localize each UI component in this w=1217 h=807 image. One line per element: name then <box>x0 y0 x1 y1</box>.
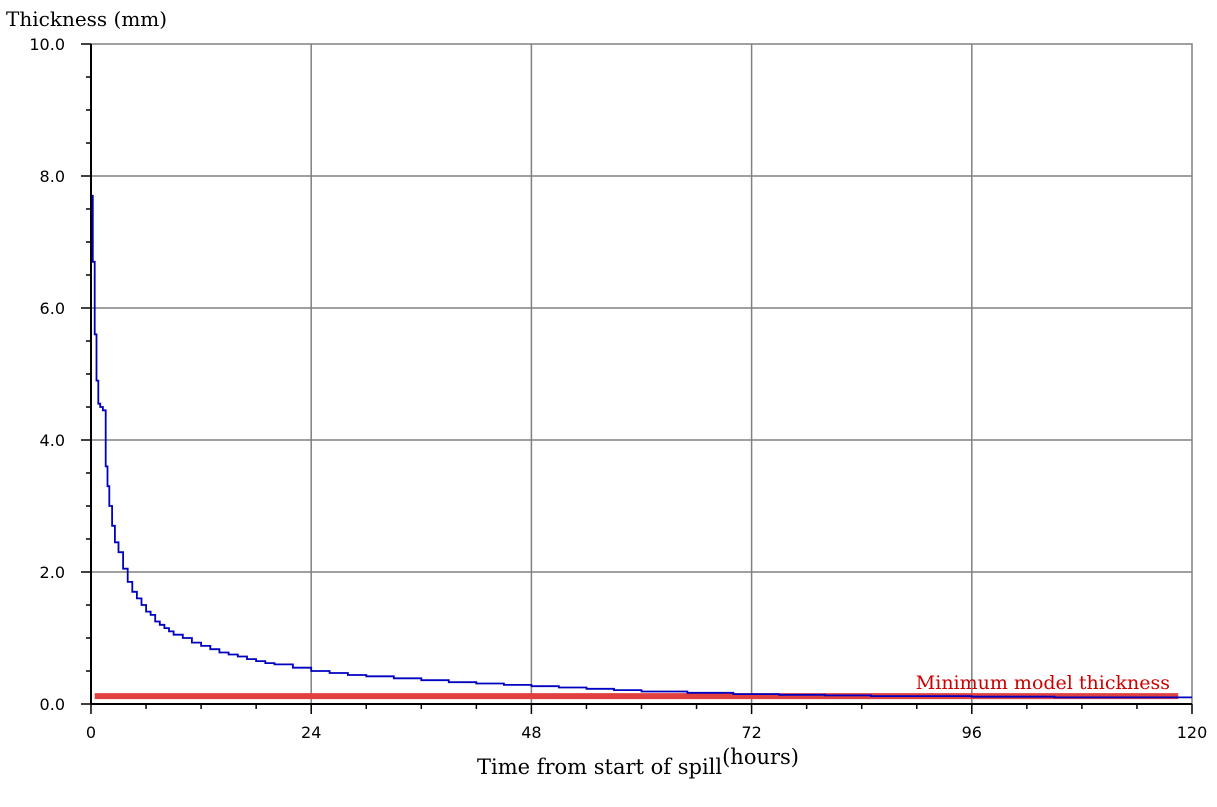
y-tick-label: 0.0 <box>40 695 65 714</box>
series-group <box>91 194 1192 699</box>
x-axis-label-group: Time from start of spill(hours) <box>477 745 799 779</box>
y-tick-label: 6.0 <box>40 299 65 318</box>
x-tick-label: 120 <box>1177 723 1208 742</box>
plot-frame <box>90 43 1193 705</box>
grid-lines <box>90 43 1193 705</box>
y-axis-label: Thickness (mm) <box>6 7 167 31</box>
x-tick-label: 0 <box>86 723 96 742</box>
x-axis-unit: (hours) <box>722 745 799 769</box>
x-tick-label: 72 <box>741 723 761 742</box>
x-tick-label: 96 <box>962 723 982 742</box>
axes: 0 24 48 72 96 120 0.0 2.0 4.0 6.0 8.0 10.0 <box>29 35 1207 742</box>
x-axis-label: Time from start of spill <box>477 755 722 779</box>
y-tick-label: 2.0 <box>40 563 65 582</box>
y-tick-label: 10.0 <box>29 35 65 54</box>
y-tick-label: 8.0 <box>40 167 65 186</box>
minimum-model-thickness-label: Minimum model thickness <box>916 672 1170 694</box>
thickness-series-line <box>91 194 1192 699</box>
x-tick-label: 48 <box>521 723 541 742</box>
y-tick-label: 4.0 <box>40 431 65 450</box>
x-tick-label: 24 <box>301 723 321 742</box>
